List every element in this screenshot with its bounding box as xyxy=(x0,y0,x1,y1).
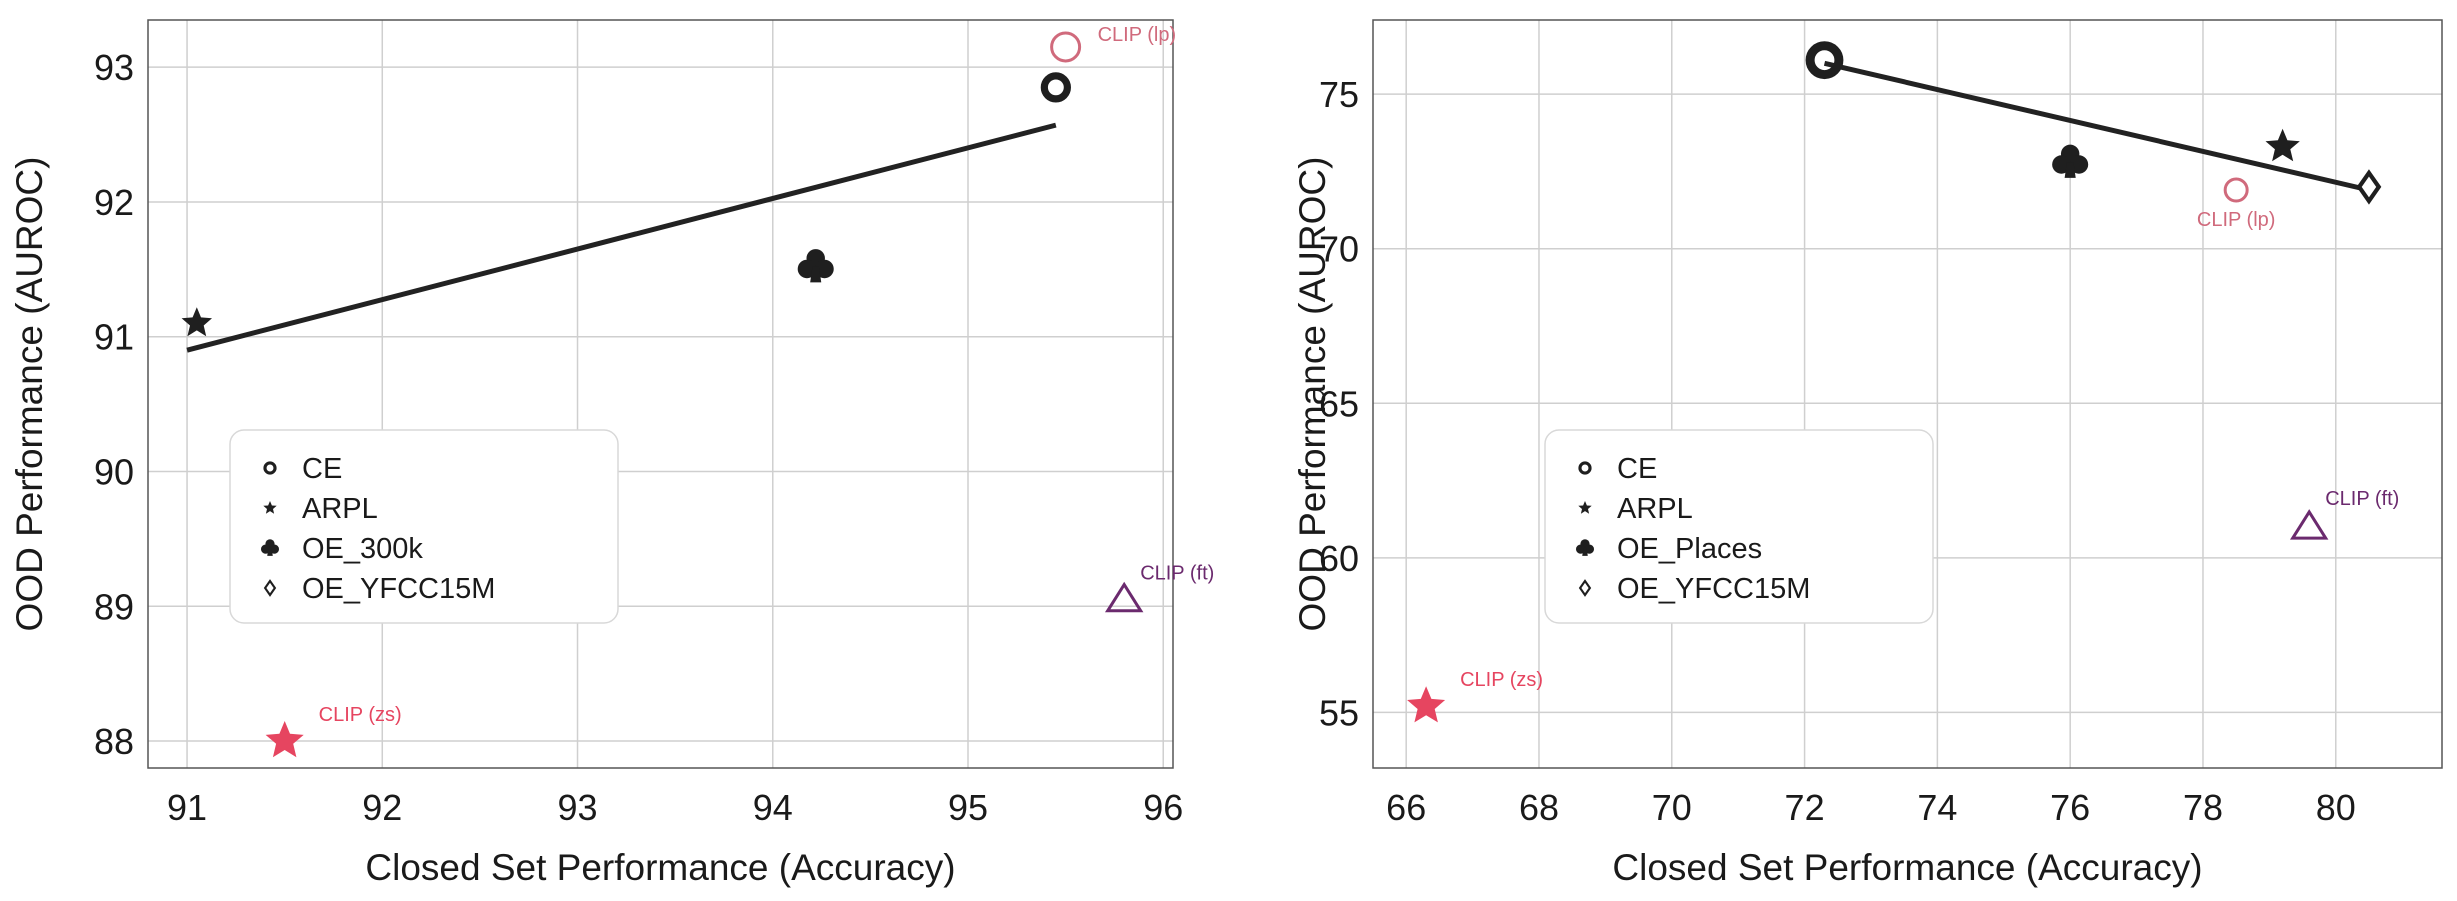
clip-ft-point xyxy=(2289,509,2329,540)
y-tick-label: 70 xyxy=(1319,229,1359,270)
legend-label: ARPL xyxy=(1617,493,1693,525)
legend-marker xyxy=(1575,539,1595,556)
y-tick-label: 91 xyxy=(94,317,134,358)
legend-marker xyxy=(260,539,280,556)
grid xyxy=(1373,20,2442,768)
legend-label: ARPL xyxy=(302,493,378,525)
x-axis-label: Closed Set Performance (Accuracy) xyxy=(365,847,955,888)
legend-entry-ce: CE xyxy=(263,453,342,485)
oe-places-point xyxy=(2052,144,2089,178)
x-tick-label: 70 xyxy=(1652,787,1692,828)
y-tick-label: 92 xyxy=(94,182,134,223)
clip-lp-label: CLIP (lp) xyxy=(2197,209,2276,231)
clip-zs-label: CLIP (zs) xyxy=(1460,669,1543,691)
x-tick-label: 74 xyxy=(1917,787,1957,828)
ce-point xyxy=(1040,72,1071,103)
legend-entry-oe-yfcc15m: OE_YFCC15M xyxy=(263,573,495,605)
oe-yfcc15m-point xyxy=(2356,169,2382,205)
legend-entry-arpl: ARPL xyxy=(1578,493,1693,525)
legend-marker xyxy=(1578,461,1592,475)
y-axis-label: OOD Performance (AUROC) xyxy=(1292,157,1333,632)
legend-label: OE_YFCC15M xyxy=(1617,573,1810,605)
y-tick-label: 55 xyxy=(1319,692,1359,733)
trend-line xyxy=(186,122,1057,353)
legend: CE ARPL OE_300k OE_YFCC15M xyxy=(229,429,619,624)
legend-marker xyxy=(263,579,277,597)
y-tick-label: 88 xyxy=(94,721,134,762)
clip-ft-label: CLIP (ft) xyxy=(2325,488,2399,510)
y-tick-label: 65 xyxy=(1319,383,1359,424)
y-tick-label: 89 xyxy=(94,586,134,627)
legend-entry-ce: CE xyxy=(1578,453,1657,485)
y-tick-label: 60 xyxy=(1319,538,1359,579)
legend-label: OE_300k xyxy=(302,533,423,565)
x-tick-label: 92 xyxy=(362,787,402,828)
legend-label: OE_YFCC15M xyxy=(302,573,495,605)
y-tick-label: 75 xyxy=(1319,74,1359,115)
x-tick-label: 94 xyxy=(753,787,793,828)
x-axis-label: Closed Set Performance (Accuracy) xyxy=(1612,847,2202,888)
ce-point xyxy=(1805,41,1844,80)
plot-area xyxy=(148,20,1173,768)
clip-lp-point xyxy=(2223,177,2249,203)
legend-marker xyxy=(1578,501,1592,514)
oe-300k-point xyxy=(797,249,834,283)
plot-area xyxy=(1373,20,2442,768)
x-tick-label: 66 xyxy=(1386,787,1426,828)
x-tick-label: 72 xyxy=(1785,787,1825,828)
legend-entry-oe-yfcc15m: OE_YFCC15M xyxy=(1578,573,1810,605)
legend-box xyxy=(1544,429,1934,624)
right-chart: 66 68 70 72 74 76 78 80 55 60 65 70 75 Closed Set Per… xyxy=(1292,19,2443,888)
y-axis-label: OOD Performance (AUROC) xyxy=(9,157,50,632)
x-tick-label: 80 xyxy=(2316,787,2356,828)
clip-zs-point xyxy=(1407,686,1446,723)
x-tick-label: 78 xyxy=(2183,787,2223,828)
arpl-point xyxy=(2265,128,2300,162)
clip-ft-point xyxy=(1104,581,1144,613)
x-tick-label: 76 xyxy=(2050,787,2090,828)
legend-label: CE xyxy=(302,453,342,485)
clip-ft-label: CLIP (ft) xyxy=(1140,563,1214,585)
legend-entry-arpl: ARPL xyxy=(263,493,378,525)
legend: CE ARPL OE_Places OE_YFCC15M xyxy=(1544,429,1934,624)
y-tick-label: 90 xyxy=(94,451,134,492)
arpl-point xyxy=(181,307,212,337)
legend-marker xyxy=(1578,579,1592,597)
legend-box xyxy=(229,429,619,624)
legend-entry-oe-300k: OE_300k xyxy=(260,533,423,565)
plot-frame xyxy=(147,19,1174,769)
legend-label: CE xyxy=(1617,453,1657,485)
x-tick-label: 93 xyxy=(558,787,598,828)
legend-marker xyxy=(263,501,277,514)
x-tick-label: 68 xyxy=(1519,787,1559,828)
x-tick-label: 96 xyxy=(1143,787,1183,828)
legend-label: OE_Places xyxy=(1617,533,1762,565)
clip-zs-label: CLIP (zs) xyxy=(319,704,402,726)
clip-lp-point xyxy=(1050,31,1082,63)
y-tick-label: 93 xyxy=(94,47,134,88)
plot-frame xyxy=(1372,19,2443,769)
x-tick-label: 95 xyxy=(948,787,988,828)
legend-entry-oe-places: OE_Places xyxy=(1575,533,1762,565)
clip-zs-point xyxy=(265,721,304,758)
clip-lp-label: CLIP (lp) xyxy=(1098,24,1177,46)
trend-line xyxy=(1823,60,2370,193)
left-chart: 91 92 93 94 95 96 88 89 90 91 92 93 Closed Set Perfo… xyxy=(9,19,1214,888)
legend-marker xyxy=(263,461,277,475)
x-tick-label: 91 xyxy=(167,787,207,828)
